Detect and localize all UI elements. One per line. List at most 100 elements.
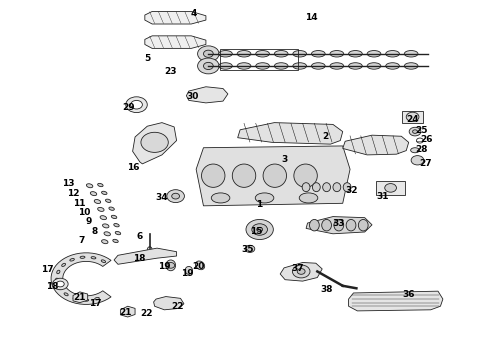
Ellipse shape [101,191,107,194]
Ellipse shape [263,164,287,187]
Text: 29: 29 [122,103,135,112]
Text: 20: 20 [193,262,205,271]
Circle shape [197,58,219,74]
Text: 5: 5 [144,54,150,63]
Polygon shape [51,253,111,305]
Ellipse shape [346,220,356,231]
Text: 34: 34 [156,193,168,202]
Ellipse shape [322,220,331,231]
Text: 26: 26 [420,135,433,144]
Circle shape [297,269,305,274]
Ellipse shape [64,293,68,296]
Circle shape [52,278,68,290]
Text: 17: 17 [41,265,53,274]
Polygon shape [145,12,206,24]
Ellipse shape [302,183,310,192]
Ellipse shape [62,264,66,266]
Ellipse shape [115,231,121,235]
Ellipse shape [334,220,343,231]
Ellipse shape [185,266,193,274]
Text: 16: 16 [127,163,140,172]
Ellipse shape [219,50,232,57]
Text: 17: 17 [89,299,101,308]
Ellipse shape [111,215,117,219]
Ellipse shape [323,183,331,192]
Ellipse shape [216,155,235,164]
Polygon shape [73,292,88,303]
Ellipse shape [367,50,381,57]
Ellipse shape [102,224,109,228]
Polygon shape [348,291,443,311]
Text: 21: 21 [74,293,86,302]
Circle shape [416,138,423,143]
Ellipse shape [94,199,100,203]
Ellipse shape [255,193,274,203]
Circle shape [167,190,184,203]
Text: 19: 19 [181,269,194,278]
Ellipse shape [91,257,96,259]
Circle shape [293,265,310,278]
Circle shape [246,220,273,239]
Ellipse shape [70,258,74,261]
Text: 6: 6 [137,232,143,241]
Text: 10: 10 [77,208,90,217]
Ellipse shape [55,278,58,282]
Text: 18: 18 [133,254,145,263]
Circle shape [385,184,396,192]
Ellipse shape [411,148,419,153]
Ellipse shape [256,50,270,57]
Polygon shape [208,153,340,166]
Ellipse shape [404,63,418,69]
Ellipse shape [294,164,318,187]
Text: 1: 1 [256,200,262,209]
Text: 18: 18 [46,282,58,291]
Ellipse shape [113,239,118,243]
Ellipse shape [166,260,175,271]
Text: 22: 22 [140,309,152,318]
Circle shape [126,97,147,113]
Ellipse shape [101,240,108,244]
Text: 9: 9 [85,217,92,226]
Ellipse shape [100,216,106,220]
Text: 27: 27 [419,159,432,168]
Text: 21: 21 [119,308,131,317]
Ellipse shape [293,63,307,69]
Ellipse shape [312,50,325,57]
Text: 28: 28 [416,145,428,154]
Text: 8: 8 [91,227,98,236]
Text: 11: 11 [73,199,85,208]
Ellipse shape [147,247,152,253]
Text: 15: 15 [250,227,263,236]
Ellipse shape [333,183,341,192]
Ellipse shape [386,50,399,57]
Text: 37: 37 [292,265,304,274]
Bar [402,111,423,123]
Ellipse shape [272,155,292,164]
Ellipse shape [367,63,381,69]
Ellipse shape [90,192,97,195]
Text: 36: 36 [402,290,415,299]
Ellipse shape [114,224,119,227]
Polygon shape [306,217,372,234]
Bar [376,181,405,195]
Polygon shape [186,87,228,103]
Ellipse shape [80,256,85,258]
Ellipse shape [98,207,104,211]
Circle shape [141,132,168,152]
Circle shape [406,112,419,122]
Text: 19: 19 [158,262,171,271]
Ellipse shape [84,299,89,301]
Polygon shape [133,123,176,164]
Polygon shape [114,248,176,264]
Ellipse shape [219,63,232,69]
Text: 7: 7 [78,237,84,246]
Ellipse shape [58,286,61,289]
Circle shape [245,245,255,252]
Circle shape [56,281,64,287]
Ellipse shape [196,261,205,270]
Circle shape [197,46,219,62]
Circle shape [172,193,179,199]
Text: 25: 25 [416,126,428,135]
Polygon shape [238,123,343,144]
Ellipse shape [386,63,399,69]
